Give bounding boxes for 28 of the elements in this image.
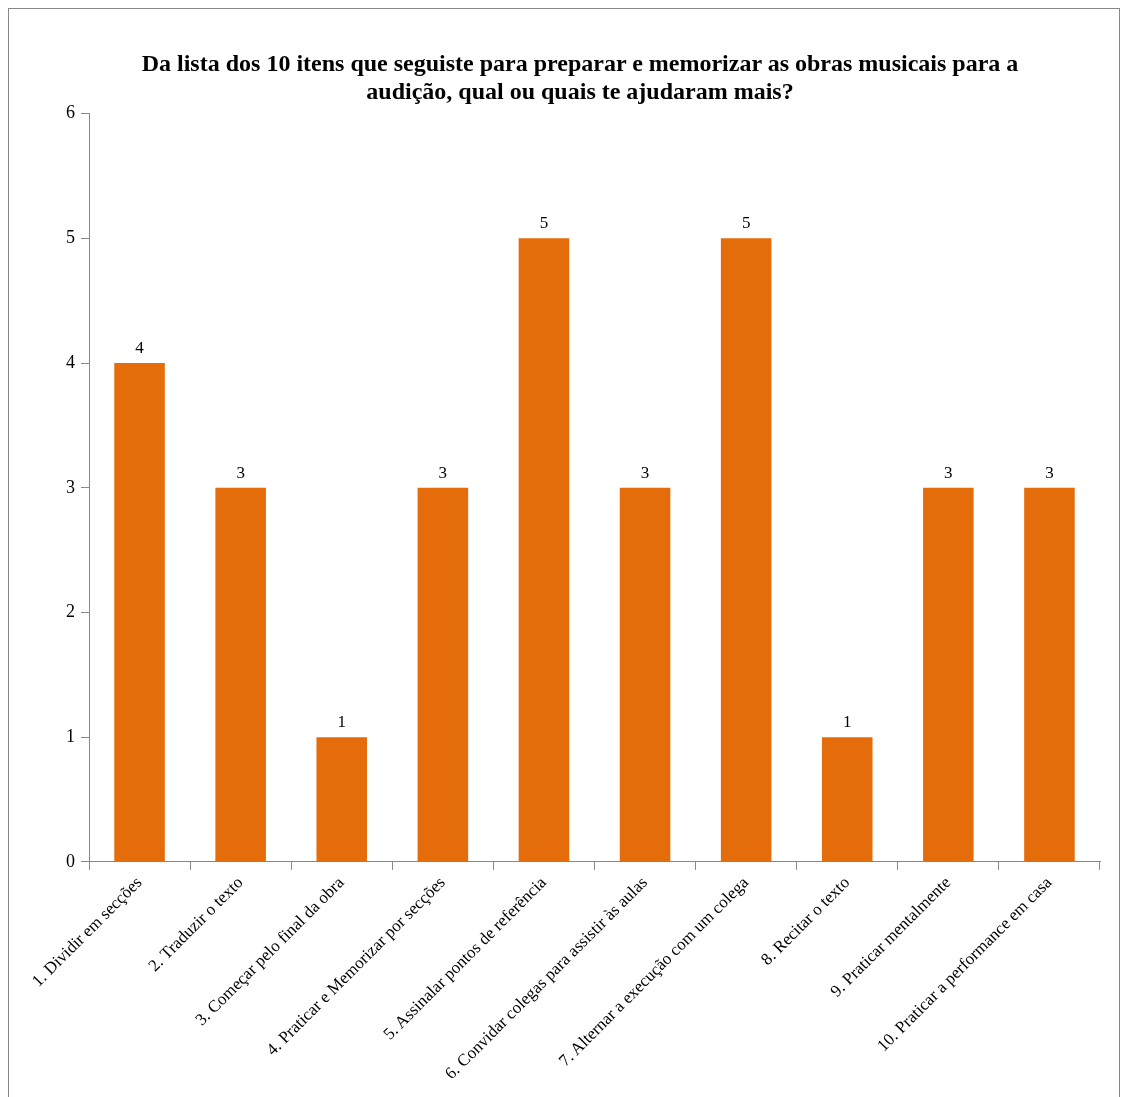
bar xyxy=(114,363,165,862)
data-label: 5 xyxy=(741,213,751,233)
data-label: 3 xyxy=(640,462,650,482)
bar xyxy=(619,487,671,862)
bar xyxy=(417,487,469,862)
y-tick-label: 1 xyxy=(66,725,75,746)
y-tick-label: 4 xyxy=(66,351,75,372)
bar xyxy=(316,737,368,862)
y-tick-label: 0 xyxy=(66,850,75,871)
bar xyxy=(923,487,974,862)
data-label: 3 xyxy=(236,462,245,482)
data-label: 3 xyxy=(1045,462,1054,482)
y-tick-label: 3 xyxy=(66,476,75,497)
data-label: 1 xyxy=(843,712,852,732)
bar xyxy=(1024,487,1075,862)
data-label: 5 xyxy=(539,213,549,233)
y-tick-label: 6 xyxy=(66,102,75,123)
bar xyxy=(215,487,266,862)
data-label: 3 xyxy=(438,462,448,482)
bar xyxy=(821,737,873,862)
data-label: 1 xyxy=(337,712,346,732)
data-label: 3 xyxy=(944,462,953,482)
y-tick-label: 5 xyxy=(66,227,75,248)
y-tick-label: 2 xyxy=(66,601,75,622)
chart-title: Da lista dos 10 itens que seguiste para preparar e memorizar as obras musicais para a audição, qual ou quais te ajudaram mais? xyxy=(141,49,1019,105)
bar xyxy=(518,238,570,862)
data-label: 4 xyxy=(135,338,145,358)
bar xyxy=(720,238,772,862)
